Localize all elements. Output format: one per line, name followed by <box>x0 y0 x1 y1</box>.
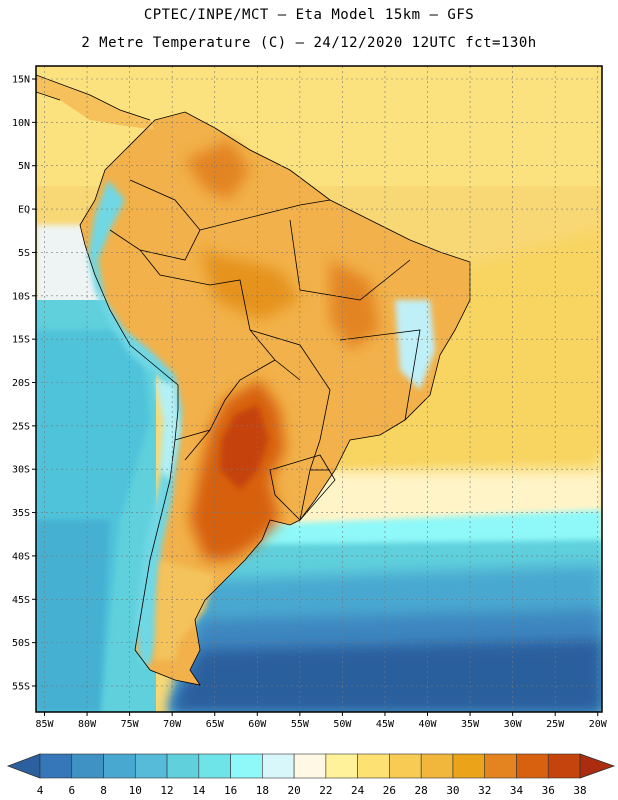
colorbar-swatch <box>103 753 136 779</box>
colorbar-swatch <box>452 753 486 779</box>
lon-label: 35W <box>461 719 480 730</box>
colorbar-label: 32 <box>478 784 491 797</box>
lat-label: 15N <box>12 75 30 86</box>
colorbar-swatch <box>230 753 263 779</box>
colorbar-label: 34 <box>510 784 524 797</box>
lat-label: 30S <box>12 465 30 476</box>
lon-label: 50W <box>333 719 352 730</box>
colorbar-swatch <box>325 753 358 779</box>
colorbar-swatch <box>547 753 581 779</box>
lat-label: 10N <box>12 118 30 129</box>
colorbar-label: 26 <box>383 784 396 797</box>
colorbar-swatch <box>39 753 73 779</box>
colorbar-label: 16 <box>224 784 237 797</box>
lon-label: 20W <box>589 719 608 730</box>
lat-label: 10S <box>12 291 30 302</box>
lon-label: 75W <box>121 719 140 730</box>
map-frame <box>35 65 603 713</box>
colorbar-label: 18 <box>256 784 269 797</box>
colorbar-label: 8 <box>100 784 107 797</box>
colorbar-label: 6 <box>68 784 75 797</box>
lon-label: 55W <box>291 719 310 730</box>
colorbar-label: 4 <box>37 784 44 797</box>
colorbar-label: 36 <box>542 784 555 797</box>
colorbar-swatch <box>420 753 454 779</box>
colorbar-label: 20 <box>287 784 300 797</box>
colorbar-swatch <box>357 753 390 779</box>
colorbar-arrow-low <box>6 753 41 779</box>
colorbar-label: 30 <box>446 784 459 797</box>
colorbar-swatch <box>484 753 517 779</box>
colorbar-label: 10 <box>129 784 142 797</box>
colorbar-swatch <box>71 753 104 779</box>
colorbar: 4 6 8 10 12 14 16 18 20 22 24 26 28 30 32 34 36 38 <box>6 753 616 797</box>
map-title: CPTEC/INPE/MCT – Eta Model 15km – GFS <box>143 7 475 23</box>
lat-label: 20S <box>12 378 30 389</box>
lat-label: 40S <box>12 551 30 562</box>
country-borders <box>36 74 471 686</box>
lat-label: 35S <box>12 508 30 519</box>
lat-label: 25S <box>12 421 30 432</box>
lon-label: 65W <box>206 719 225 730</box>
lat-label: 55S <box>12 681 30 692</box>
colorbar-label: 22 <box>319 784 332 797</box>
temperature-field <box>36 66 602 712</box>
lon-label: 80W <box>78 719 97 730</box>
colorbar-label: 28 <box>415 784 428 797</box>
colorbar-label: 24 <box>351 784 365 797</box>
lat-label: 50S <box>12 638 30 649</box>
colorbar-swatch <box>389 753 422 779</box>
graticule <box>36 66 602 712</box>
lon-label: 45W <box>376 719 395 730</box>
colorbar-swatch <box>516 753 549 779</box>
longitude-labels: 85W 80W 75W 70W 65W 60W 55W 50W 45W 40W 35W 30W 25W 2… <box>35 712 608 730</box>
colorbar-swatch <box>198 753 231 779</box>
colorbar-swatch <box>293 753 327 779</box>
map-subtitle: 2 Metre Temperature (C) – 24/12/2020 12U… <box>81 35 537 51</box>
colorbar-swatch <box>166 753 200 779</box>
colorbar-swatch <box>262 753 295 779</box>
latitude-labels: 15N 10N 5N EQ 5S 10S 15S 20S 25S 30S 35S 40S 45S 50S 5… <box>12 75 36 692</box>
lon-label: 40W <box>418 719 437 730</box>
colorbar-swatch <box>134 753 168 779</box>
lat-label: 15S <box>12 335 30 346</box>
lon-label: 85W <box>35 719 54 730</box>
lon-label: 70W <box>163 719 182 730</box>
colorbar-label: 38 <box>573 784 586 797</box>
lat-label: 45S <box>12 595 30 606</box>
lon-label: 60W <box>248 719 267 730</box>
colorbar-label: 14 <box>192 784 206 797</box>
lat-label: 5S <box>18 248 30 259</box>
lon-label: 30W <box>504 719 523 730</box>
lon-label: 25W <box>546 719 565 730</box>
lat-label: 5N <box>18 161 30 172</box>
colorbar-label: 12 <box>160 784 173 797</box>
south-america-land <box>80 112 470 685</box>
colorbar-arrow-high <box>579 753 616 779</box>
lat-label: EQ <box>18 205 30 216</box>
